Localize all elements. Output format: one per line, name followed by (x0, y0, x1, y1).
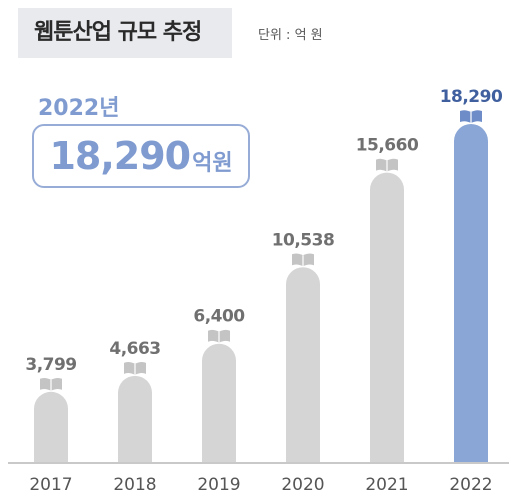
value-label: 3,799 (25, 355, 76, 375)
bar (34, 391, 68, 462)
value-label: 15,660 (356, 136, 419, 156)
bar (370, 172, 404, 462)
book-icon (460, 110, 482, 123)
unit-label: 단위 : 억 원 (258, 28, 323, 43)
book-icon (40, 377, 62, 391)
highlight-year: 2022년 (38, 96, 120, 121)
bar (454, 124, 488, 462)
bar (118, 375, 152, 462)
value-label: 6,400 (193, 307, 245, 327)
value-label: 4,663 (109, 339, 160, 359)
title-background (18, 8, 232, 58)
chart-title: 웹툰산업 규모 추정 (34, 20, 202, 45)
book-icon (292, 253, 314, 267)
x-tick-label: 2018 (113, 475, 156, 495)
book-icon (376, 158, 398, 172)
x-tick-label: 2017 (29, 475, 72, 495)
bar (286, 267, 320, 462)
highlight-unit: 억원 (192, 151, 233, 176)
x-tick-label: 2020 (281, 475, 324, 495)
highlight-value: 18,290 (49, 134, 191, 178)
x-tick-label: 2021 (365, 475, 408, 495)
book-icon (208, 329, 230, 343)
bar (202, 343, 236, 462)
value-label: 18,290 (440, 87, 503, 107)
x-tick-label: 2022 (449, 475, 492, 495)
highlight-box: 18,290 억원 (32, 124, 250, 188)
value-label: 10,538 (272, 230, 335, 250)
book-icon (124, 362, 146, 375)
x-tick-label: 2019 (197, 475, 240, 495)
